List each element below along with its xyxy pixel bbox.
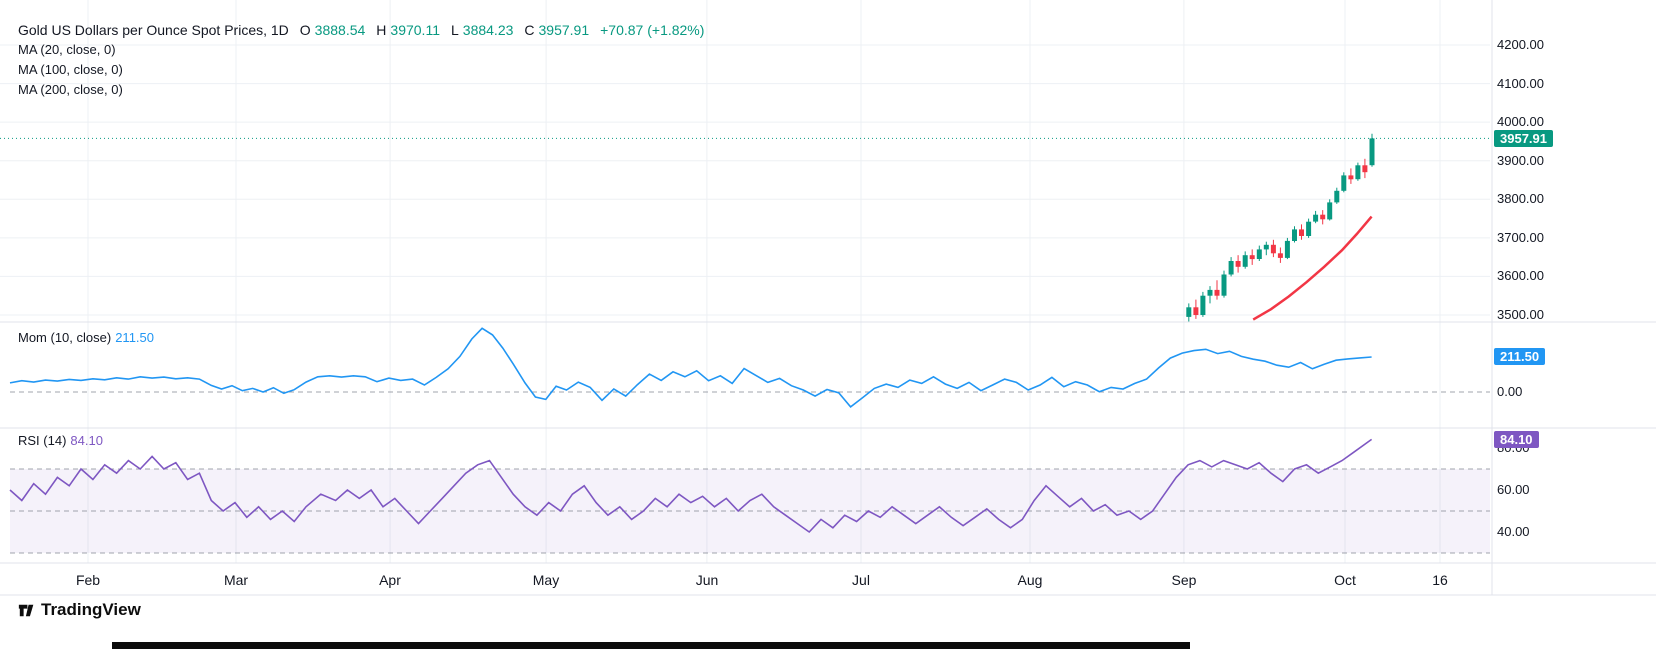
time-axis-label: Aug (1017, 572, 1043, 588)
mom-line (9, 327, 1372, 409)
ma100-legend[interactable]: MA (100, close, 0) (18, 62, 123, 77)
time-axis-label: Oct (1334, 572, 1356, 588)
price-axis-tick: 3800.00 (1497, 191, 1544, 206)
price-axis-tick: 4200.00 (1497, 37, 1544, 52)
tradingview-logo-icon (16, 600, 36, 620)
price-axis-tick: 3500.00 (1497, 307, 1544, 322)
price-pane (0, 133, 1490, 322)
ohlc-low-value: 3884.23 (462, 22, 514, 38)
rsi-legend[interactable]: RSI (14) 84.10 (18, 433, 103, 448)
price-badge: 3957.91 (1494, 130, 1553, 147)
price-change: +70.87 (+1.82%) (600, 22, 705, 38)
mom-axis-tick: 0.00 (1497, 384, 1523, 399)
rsi-label[interactable]: RSI (14) (18, 433, 67, 448)
ohlc-high-label: H (376, 22, 387, 38)
time-axis-label: 16 (1432, 572, 1448, 588)
mom-pane (9, 327, 1490, 409)
mom-label[interactable]: Mom (10, close) (18, 330, 112, 345)
ohlc-open-label: O (299, 22, 311, 38)
ohlc-open-value: 3888.54 (314, 22, 366, 38)
price-axis-tick: 4000.00 (1497, 114, 1544, 129)
price-axis-tick: 4100.00 (1497, 76, 1544, 91)
ohlc-close-label: C (524, 22, 535, 38)
symbol-legend[interactable]: Gold US Dollars per Ounce Spot Prices, 1… (18, 22, 704, 38)
ohlc-close-value: 3957.91 (538, 22, 590, 38)
price-axis-tick: 3700.00 (1497, 230, 1544, 245)
time-axis-label: Sep (1171, 572, 1197, 588)
price-axis-tick: 3600.00 (1497, 268, 1544, 283)
rsi-axis-tick: 40.00 (1497, 524, 1530, 539)
tradingview-logo-text: TradingView (41, 600, 141, 619)
gridlines (0, 0, 1490, 563)
mom-legend[interactable]: Mom (10, close) 211.50 (18, 330, 154, 345)
mom-badge: 211.50 (1494, 348, 1546, 365)
price-axis[interactable]: 4200.00 4100.00 4000.00 3900.00 3800.00 3700.… (1492, 0, 1656, 595)
time-axis-label: May (532, 572, 560, 588)
time-axis-label: Mar (223, 572, 249, 588)
ma-line (1252, 215, 1373, 321)
ma200-legend[interactable]: MA (200, close, 0) (18, 82, 123, 97)
ohlc-low-label: L (450, 22, 459, 38)
rsi-pane (9, 438, 1490, 554)
bottom-strip (112, 642, 1190, 649)
price-axis-tick: 3900.00 (1497, 153, 1544, 168)
symbol-title[interactable]: Gold US Dollars per Ounce Spot Prices, 1… (18, 22, 289, 38)
time-axis[interactable]: Feb Mar Apr May Jun Jul Aug Sep Oct 16 (0, 566, 1492, 595)
mom-value: 211.50 (115, 330, 154, 345)
tradingview-logo[interactable]: TradingView (16, 600, 141, 620)
time-axis-label: Jul (852, 572, 870, 588)
time-axis-label: Apr (379, 572, 401, 588)
time-axis-label: Jun (695, 572, 719, 588)
rsi-badge: 84.10 (1494, 431, 1539, 448)
rsi-axis-tick: 60.00 (1497, 482, 1530, 497)
rsi-line (9, 438, 1373, 534)
ohlc-high-value: 3970.11 (390, 22, 440, 38)
ma20-legend[interactable]: MA (20, close, 0) (18, 42, 116, 57)
time-axis-label: Feb (75, 572, 101, 588)
rsi-value: 84.10 (70, 433, 103, 448)
